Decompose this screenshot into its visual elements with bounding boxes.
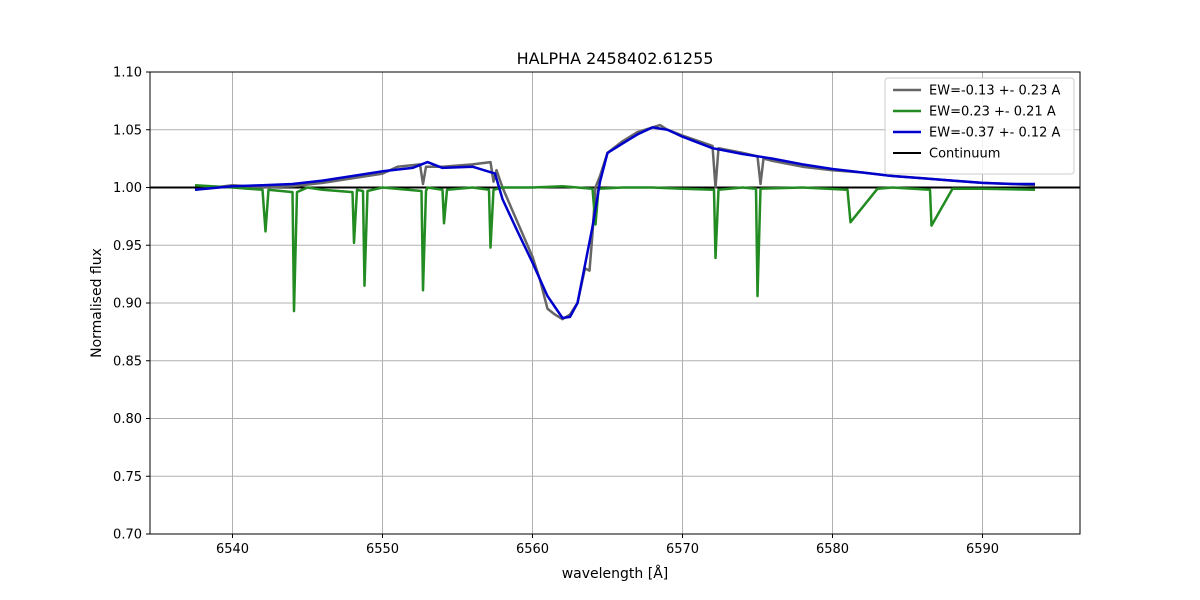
y-tick-label: 0.75 bbox=[113, 470, 142, 485]
y-tick-label: 0.70 bbox=[113, 528, 142, 543]
series-line-1 bbox=[194, 123, 1036, 321]
x-tick-label: 6570 bbox=[666, 542, 699, 557]
y-axis-label: Normalised flux bbox=[89, 248, 105, 358]
chart-title: HALPHA 2458402.61255 bbox=[517, 49, 714, 68]
x-tick-label: 6550 bbox=[366, 542, 399, 557]
y-tick-label: 0.95 bbox=[113, 239, 142, 254]
y-tick-label: 0.80 bbox=[113, 412, 142, 427]
x-tick-label: 6580 bbox=[816, 542, 849, 557]
legend-label: EW=0.23 +- 0.21 A bbox=[929, 105, 1056, 120]
legend-label: EW=-0.37 +- 0.12 A bbox=[929, 126, 1061, 141]
series-line-3 bbox=[194, 126, 1035, 320]
x-tick-label: 6590 bbox=[966, 542, 999, 557]
x-tick-label: 6560 bbox=[516, 542, 549, 557]
y-tick-label: 1.10 bbox=[113, 66, 142, 81]
series-line-2 bbox=[194, 183, 1036, 313]
series-lines bbox=[194, 123, 1036, 321]
axis-ticks: 6540 6550 6560 6570 6580 6590 0.70 0.75 0.80 0.85… bbox=[113, 66, 999, 558]
y-tick-label: 0.90 bbox=[113, 297, 142, 312]
legend-label: EW=-0.13 +- 0.23 A bbox=[929, 84, 1061, 99]
legend: EW=-0.13 +- 0.23 A EW=0.23 +- 0.21 A EW=-0… bbox=[884, 77, 1075, 175]
legend-label: Continuum bbox=[929, 147, 1000, 162]
y-tick-label: 1.05 bbox=[113, 123, 142, 138]
x-tick-label: 6540 bbox=[216, 542, 249, 557]
y-tick-label: 1.00 bbox=[113, 181, 142, 196]
y-tick-label: 0.85 bbox=[113, 354, 142, 369]
legend-box bbox=[884, 77, 1075, 175]
x-axis-label: wavelength [Å] bbox=[562, 565, 669, 582]
